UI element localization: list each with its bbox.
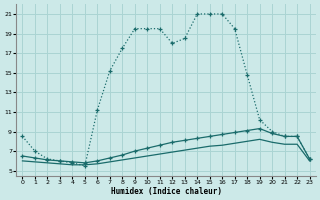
X-axis label: Humidex (Indice chaleur): Humidex (Indice chaleur) [110,187,221,196]
